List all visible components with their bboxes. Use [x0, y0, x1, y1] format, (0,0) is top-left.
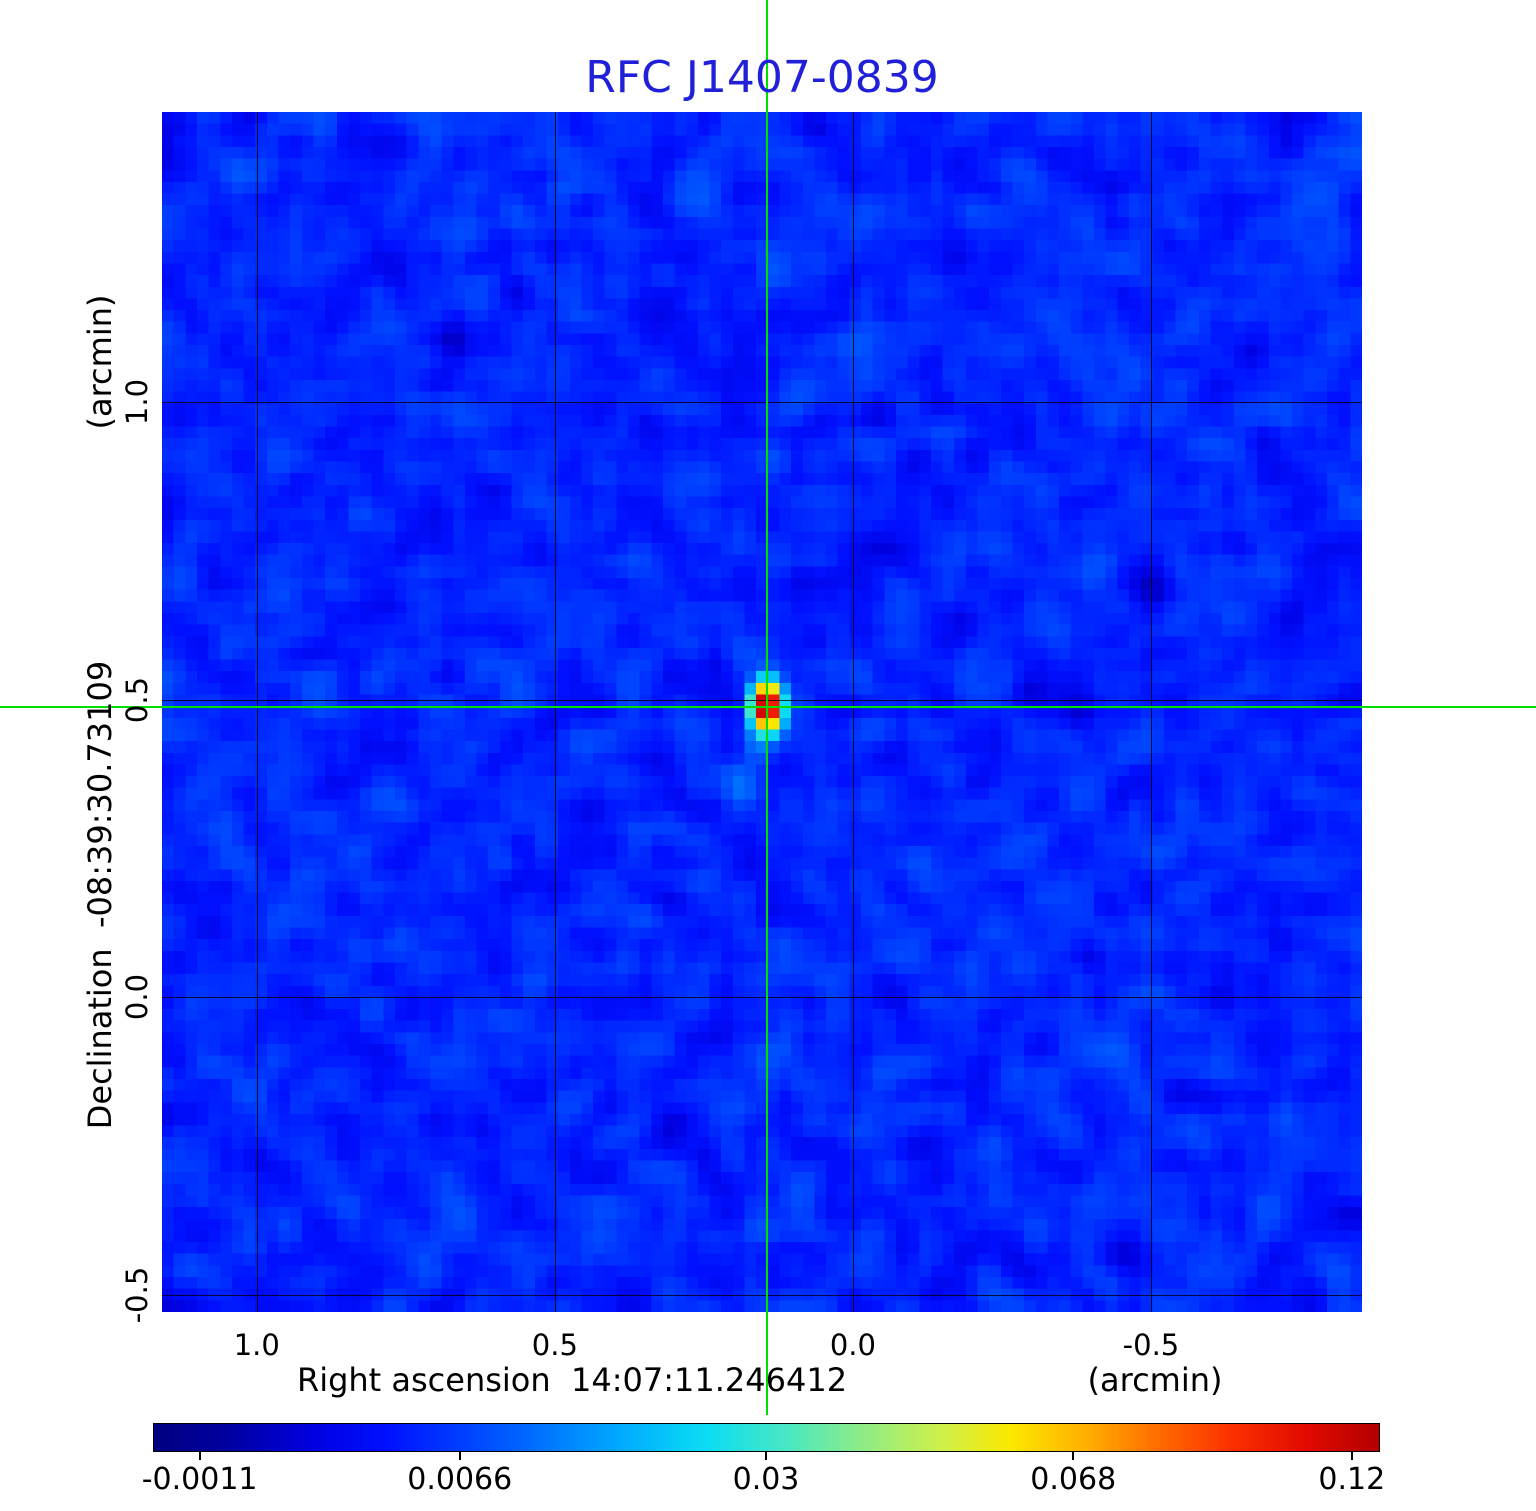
x-tick-label: -0.5: [1122, 1328, 1180, 1362]
y-tick-label: 0.5: [120, 676, 154, 723]
colorbar-tick: [1350, 1452, 1353, 1460]
x-axis-label: Right ascension 14:07:11.246412: [296, 1361, 848, 1399]
gridline-vertical: [554, 112, 556, 1312]
gridline-horizontal: [162, 401, 1362, 403]
colorbar-tick: [458, 1452, 461, 1460]
gridline-vertical: [256, 112, 258, 1312]
colorbar: [153, 1423, 1380, 1452]
sky-image-canvas: [162, 112, 1362, 1312]
plot-title: RFC J1407-0839: [585, 52, 939, 103]
colorbar-tick-label: 0.0066: [407, 1462, 513, 1497]
colorbar-tick-label: 0.03: [732, 1462, 800, 1497]
y-axis-unit-label: (arcmin): [81, 294, 119, 430]
x-axis-unit-label: (arcmin): [1087, 1361, 1223, 1399]
y-tick-label: 1.0: [120, 378, 154, 425]
colorbar-tick-label: 0.12: [1318, 1462, 1386, 1497]
sky-image: [162, 112, 1362, 1312]
colorbar-tick-label: 0.068: [1030, 1462, 1117, 1497]
x-tick-label: 0.5: [531, 1328, 578, 1362]
gridline-horizontal: [162, 997, 1362, 999]
gridline-horizontal: [162, 699, 1362, 701]
x-tick-label: 1.0: [233, 1328, 280, 1362]
colorbar-tick: [1072, 1452, 1075, 1460]
colorbar-tick-label: -0.0011: [141, 1462, 258, 1497]
y-axis-label: Declination -08:39:30.73109: [81, 660, 119, 1130]
y-tick-label: -0.5: [120, 1266, 154, 1324]
gridline-vertical: [852, 112, 854, 1312]
gridline-vertical: [1150, 112, 1152, 1312]
colorbar-tick: [198, 1452, 201, 1460]
crosshair-horizontal-line: [0, 706, 1536, 708]
colorbar-tick: [765, 1452, 767, 1460]
x-tick-label: 0.0: [829, 1328, 876, 1362]
y-tick-label: 0.0: [120, 974, 154, 1021]
gridline-horizontal: [162, 1294, 1362, 1296]
